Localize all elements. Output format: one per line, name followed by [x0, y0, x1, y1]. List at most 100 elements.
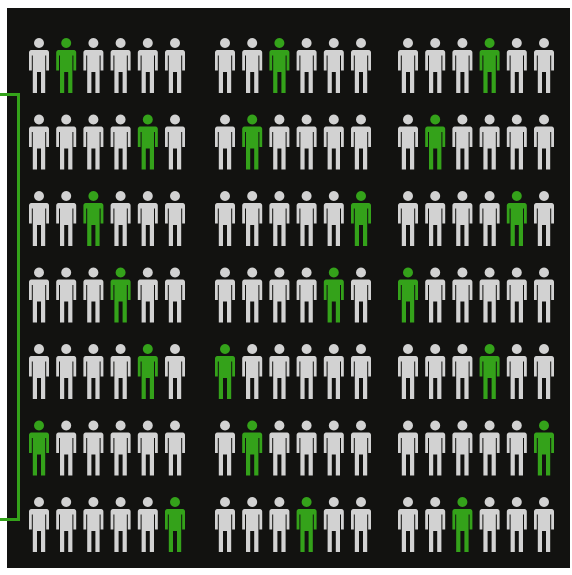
person-icon [165, 497, 185, 552]
person-icon [296, 344, 317, 399]
person-icon [452, 114, 473, 170]
person-icon [110, 38, 131, 93]
person-icon [110, 267, 131, 323]
person-icon [29, 267, 49, 323]
person-icon [165, 344, 185, 399]
person-icon [351, 114, 371, 170]
person-icon [110, 497, 131, 552]
person-icon [269, 38, 290, 93]
person-icon [506, 191, 527, 246]
person-icon [215, 191, 235, 246]
person-icon [506, 114, 527, 170]
person-icon [83, 420, 104, 476]
person-icon [215, 267, 235, 323]
person-icon [425, 344, 446, 399]
person-icon [242, 267, 263, 323]
person-icon [534, 191, 554, 246]
person-icon [269, 267, 290, 323]
person-icon [56, 38, 77, 93]
person-icon [479, 191, 500, 246]
person-icon [296, 114, 317, 170]
person-icon [534, 344, 554, 399]
person-icon [479, 114, 500, 170]
person-icon [534, 267, 554, 323]
person-icon [242, 420, 263, 476]
person-icon [83, 38, 104, 93]
person-icon [137, 38, 158, 93]
person-icon [29, 344, 49, 399]
person-icon [165, 420, 185, 476]
person-icon [323, 267, 344, 323]
person-icon [269, 344, 290, 399]
person-icon [351, 267, 371, 323]
person-icon [165, 267, 185, 323]
person-icon [242, 114, 263, 170]
person-icon [56, 420, 77, 476]
person-icon [56, 114, 77, 170]
person-icon [425, 191, 446, 246]
person-icon [242, 38, 263, 93]
person-icon [269, 114, 290, 170]
person-icon [452, 191, 473, 246]
person-icon [29, 38, 49, 93]
person-icon [398, 191, 418, 246]
person-icon [398, 267, 418, 323]
person-icon [296, 191, 317, 246]
person-icon [83, 191, 104, 246]
person-icon [165, 38, 185, 93]
person-icon [323, 344, 344, 399]
person-icon [29, 191, 49, 246]
person-icon [242, 191, 263, 246]
person-icon [534, 38, 554, 93]
person-icon [56, 191, 77, 246]
person-icon [323, 191, 344, 246]
person-icon [83, 114, 104, 170]
pictogram-grid [29, 38, 554, 552]
person-icon [398, 38, 418, 93]
person-icon [534, 497, 554, 552]
person-icon [323, 420, 344, 476]
person-icon [351, 344, 371, 399]
person-icon [242, 344, 263, 399]
person-icon [110, 420, 131, 476]
person-icon [425, 38, 446, 93]
person-icon [296, 420, 317, 476]
bracket-line [0, 93, 20, 521]
person-icon [323, 497, 344, 552]
person-icon [452, 344, 473, 399]
person-icon [110, 344, 131, 399]
person-icon [351, 420, 371, 476]
person-icon [452, 38, 473, 93]
person-icon [29, 420, 49, 476]
person-icon [269, 497, 290, 552]
person-icon [351, 191, 371, 246]
person-icon [215, 114, 235, 170]
person-icon [534, 420, 554, 476]
person-icon [110, 114, 131, 170]
person-icon [479, 267, 500, 323]
person-icon [29, 114, 49, 170]
person-icon [137, 191, 158, 246]
person-icon [242, 497, 263, 552]
person-icon [137, 420, 158, 476]
person-icon [83, 497, 104, 552]
person-icon [137, 114, 158, 170]
person-icon [479, 497, 500, 552]
pictogram-panel [7, 8, 570, 568]
person-icon [452, 267, 473, 323]
person-icon [452, 497, 473, 552]
person-icon [534, 114, 554, 170]
person-icon [425, 420, 446, 476]
person-icon [215, 420, 235, 476]
person-icon [398, 497, 418, 552]
person-icon [425, 497, 446, 552]
person-icon [425, 267, 446, 323]
person-icon [398, 114, 418, 170]
person-icon [56, 267, 77, 323]
person-icon [269, 191, 290, 246]
person-icon [506, 420, 527, 476]
person-icon [479, 38, 500, 93]
person-icon [165, 191, 185, 246]
person-icon [479, 344, 500, 399]
person-icon [506, 267, 527, 323]
